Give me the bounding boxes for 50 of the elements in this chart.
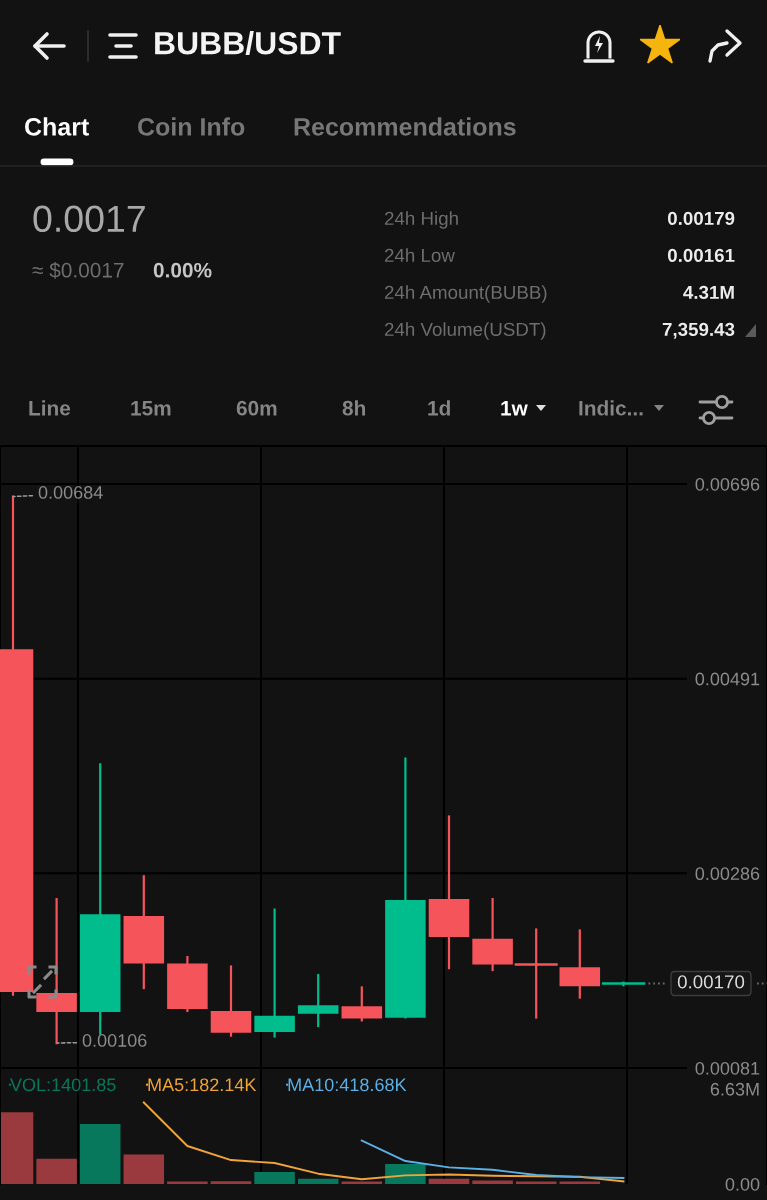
bar <box>79 1124 121 1184</box>
y-tick-label: 0.00 <box>725 1177 760 1191</box>
text: 15m <box>131 401 171 416</box>
legend-label: MA10:418.68K <box>288 1078 407 1092</box>
text: Indic... <box>579 400 643 416</box>
bar <box>123 1154 165 1184</box>
text: 24h Volume(USDT) <box>384 322 546 340</box>
text: BUBB/USDT <box>155 31 341 55</box>
bar <box>297 1178 339 1184</box>
candlestick <box>254 907 295 1039</box>
bar <box>515 1181 557 1184</box>
bar <box>167 1181 208 1184</box>
text: 0.00% <box>153 262 212 278</box>
bar <box>428 1178 470 1184</box>
bar <box>385 1163 426 1184</box>
text: 0.00161 <box>667 248 735 263</box>
text: 24h Low <box>384 248 455 263</box>
text: 0.0017 <box>33 205 145 233</box>
line-series <box>360 1139 625 1179</box>
bar <box>341 1181 383 1184</box>
text: 8h <box>342 400 366 416</box>
text: 0.00179 <box>667 211 735 226</box>
bar <box>559 1181 601 1184</box>
candlestick <box>514 927 558 1020</box>
legend-label: VOL:1401.85 <box>10 1078 116 1092</box>
text: 24h Amount(BUBB) <box>384 285 547 303</box>
text: ≈ $0.0017 <box>32 261 124 279</box>
bar <box>254 1171 295 1184</box>
y-tick-label: 0.00286 <box>695 867 760 881</box>
y-tick-label: 6.63M <box>710 1082 759 1096</box>
legend-label: MA5:182.14K <box>148 1078 257 1092</box>
ref-line-label: 0.00170 <box>677 975 745 989</box>
text: Recommendations <box>294 117 516 136</box>
text: 7,359.43 <box>662 322 735 339</box>
bar <box>210 1181 252 1184</box>
candlestick <box>297 972 339 1029</box>
annotation: 0.00106 <box>82 1034 147 1047</box>
text: Line <box>29 400 71 416</box>
text: 4.31M <box>683 285 734 300</box>
text: Chart <box>25 117 89 136</box>
line-series <box>142 1101 625 1183</box>
y-tick-label: 0.00081 <box>695 1061 760 1075</box>
text: 60m <box>236 400 277 416</box>
text: 1w <box>501 401 528 416</box>
y-tick-label: 0.00696 <box>695 477 760 491</box>
y-tick-label: 0.00491 <box>695 672 760 686</box>
text: Coin Info <box>138 117 245 136</box>
text: 24h High <box>384 211 458 229</box>
annotation: 0.00684 <box>38 486 103 499</box>
text: 1d <box>428 400 450 416</box>
